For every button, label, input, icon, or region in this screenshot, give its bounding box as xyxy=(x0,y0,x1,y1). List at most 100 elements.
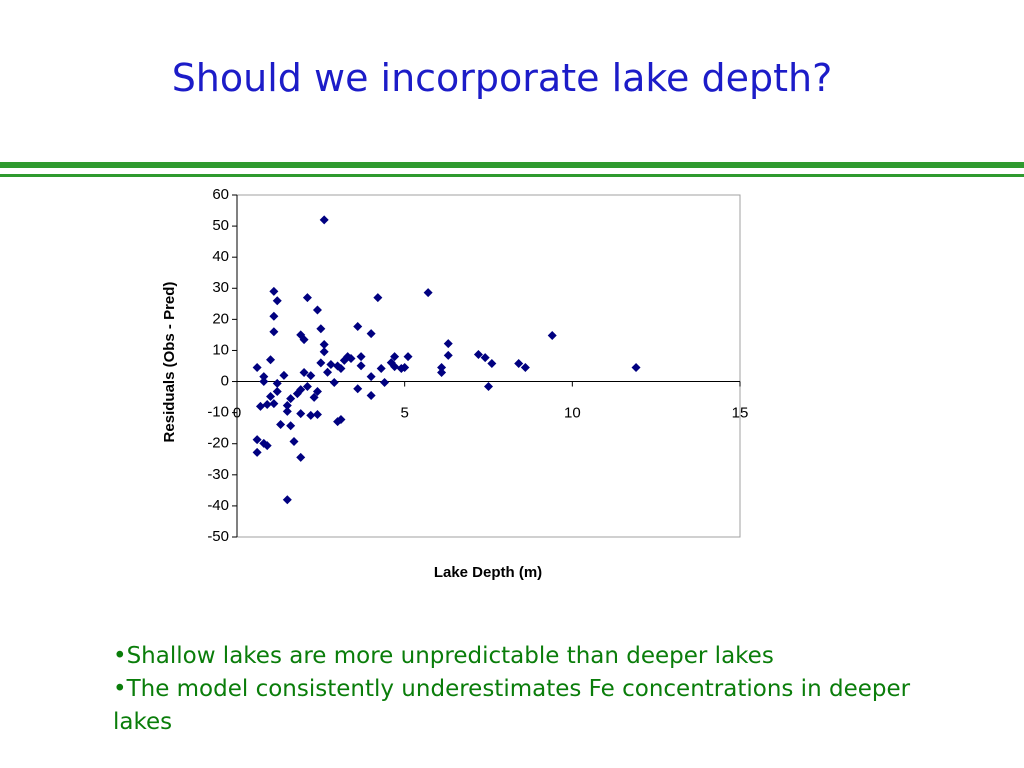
data-point xyxy=(316,324,326,334)
y-tick-label: -20 xyxy=(207,435,229,452)
data-point xyxy=(316,358,326,368)
data-point xyxy=(437,363,447,373)
y-tick-label: 30 xyxy=(212,279,229,296)
data-point xyxy=(423,288,433,298)
data-point xyxy=(443,339,453,349)
data-point xyxy=(631,363,641,373)
data-point xyxy=(266,391,276,401)
data-point xyxy=(366,391,376,401)
y-tick-label: 20 xyxy=(212,310,229,327)
data-point xyxy=(309,392,319,402)
data-point xyxy=(390,352,400,362)
data-point xyxy=(286,421,296,431)
data-point xyxy=(262,400,272,410)
data-point xyxy=(296,409,306,419)
data-point xyxy=(262,441,272,451)
data-point xyxy=(323,367,333,377)
data-point xyxy=(356,352,366,362)
data-point xyxy=(312,386,322,396)
data-point xyxy=(306,410,316,420)
data-point xyxy=(272,386,282,396)
data-point xyxy=(269,311,279,321)
y-tick-label: -40 xyxy=(207,497,229,514)
y-tick-label: -50 xyxy=(207,528,229,545)
data-point xyxy=(400,363,410,373)
data-point xyxy=(366,329,376,339)
data-point xyxy=(259,377,269,387)
y-tick-label: 0 xyxy=(221,373,229,390)
x-axis-label: Lake Depth (m) xyxy=(434,564,542,581)
data-point xyxy=(346,354,356,364)
y-tick-label: -30 xyxy=(207,466,229,483)
data-point xyxy=(376,363,386,373)
data-point xyxy=(319,347,329,357)
data-point xyxy=(299,368,309,378)
data-point xyxy=(443,350,453,360)
y-axis-label: Residuals (Obs - Pred) xyxy=(161,282,178,443)
data-point xyxy=(306,371,316,381)
y-tick-label: 50 xyxy=(212,217,229,234)
bullet-list: •Shallow lakes are more unpredictable th… xyxy=(113,640,943,739)
y-tick-label: 40 xyxy=(212,248,229,265)
data-point xyxy=(282,495,292,505)
data-point xyxy=(473,349,483,359)
x-tick-label: 15 xyxy=(732,405,749,422)
data-point xyxy=(487,359,497,369)
data-point xyxy=(282,400,292,410)
data-point xyxy=(373,293,383,303)
data-point xyxy=(282,406,292,416)
data-point xyxy=(366,372,376,382)
data-point xyxy=(276,419,286,429)
data-point xyxy=(269,327,279,337)
data-point xyxy=(296,452,306,462)
divider xyxy=(0,162,1024,168)
data-point xyxy=(403,352,413,362)
data-point xyxy=(319,340,329,350)
data-point xyxy=(286,394,296,404)
data-point xyxy=(356,361,366,371)
x-tick-label: 10 xyxy=(564,405,581,422)
data-point xyxy=(259,372,269,382)
data-point xyxy=(520,363,530,373)
data-point xyxy=(336,363,346,373)
data-point xyxy=(272,296,282,306)
data-point xyxy=(326,359,336,369)
data-point xyxy=(312,410,322,420)
data-point xyxy=(279,370,289,380)
data-point xyxy=(329,377,339,387)
data-point xyxy=(299,335,309,345)
data-point xyxy=(255,401,265,411)
plot-frame xyxy=(236,194,741,538)
data-point xyxy=(266,355,276,365)
data-point xyxy=(302,293,312,303)
data-point xyxy=(289,437,299,447)
data-point xyxy=(269,286,279,296)
data-point xyxy=(333,417,343,427)
data-point xyxy=(292,389,302,399)
data-point xyxy=(269,399,279,409)
data-point xyxy=(312,305,322,315)
data-point xyxy=(252,363,262,373)
bullet: •The model consistently underestimates F… xyxy=(113,676,911,735)
data-point xyxy=(302,382,312,392)
data-point xyxy=(484,382,493,392)
data-point xyxy=(353,384,363,394)
y-tick-label: 10 xyxy=(212,341,229,358)
data-point xyxy=(272,378,282,388)
y-tick-label: -10 xyxy=(207,404,229,421)
data-point xyxy=(437,368,447,378)
x-tick-label: 5 xyxy=(400,405,408,422)
data-point xyxy=(514,359,524,369)
data-point xyxy=(252,435,262,445)
data-point xyxy=(353,322,363,332)
data-point xyxy=(319,215,329,225)
x-tick-label: 0 xyxy=(233,405,241,422)
data-point xyxy=(252,447,262,457)
y-tick-label: 60 xyxy=(212,186,229,203)
divider xyxy=(0,174,1024,177)
data-point xyxy=(547,331,557,341)
data-point xyxy=(380,377,390,387)
data-point xyxy=(390,362,400,372)
